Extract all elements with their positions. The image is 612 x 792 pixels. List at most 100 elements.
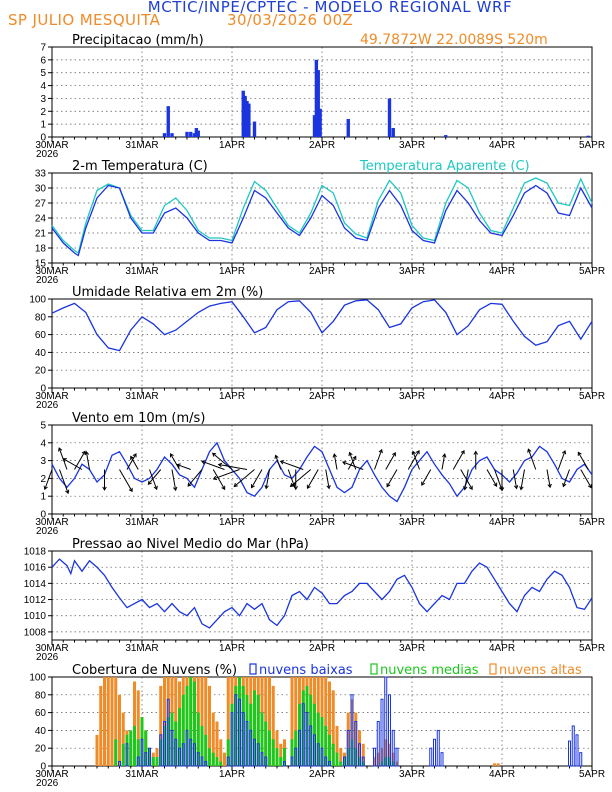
wind-arrow-head xyxy=(513,484,519,490)
wind-arrow xyxy=(148,469,162,485)
cloud-high-bar xyxy=(226,677,230,766)
wind-arrow-head xyxy=(562,482,567,488)
y-tick-label: 40 xyxy=(35,726,47,737)
y-tick-label: 21 xyxy=(35,229,47,240)
wind-arrow xyxy=(577,452,589,470)
cloud-mid-bar xyxy=(264,721,268,766)
wind-arrow-head xyxy=(274,454,279,459)
y-tick-label: 0 xyxy=(40,384,46,395)
cloud-low-bar xyxy=(376,721,380,767)
cloud-mid-bar xyxy=(200,725,204,766)
x-year-label: 2026 xyxy=(36,149,59,160)
y-tick-label: 3 xyxy=(40,94,46,105)
x-tick-label: 31MAR xyxy=(125,517,158,528)
wind-arrow xyxy=(421,469,432,486)
cloud-low-bar xyxy=(181,743,185,767)
cloud-low-bar xyxy=(148,747,151,767)
wind-arrow xyxy=(407,450,420,470)
cloud-low-bar xyxy=(433,738,436,767)
precip-panel: 0 1 2 3 4 5 67 30MAR 31MAR 1APR 2APR 3APR 4APR 5APR 20… xyxy=(35,33,605,160)
cloud-low-bar xyxy=(159,734,163,767)
wind-arrow-head xyxy=(250,484,255,489)
precip-title: Precipitacao (mm/h) xyxy=(72,33,204,48)
cloud-low-bar xyxy=(200,756,204,767)
precip-bar xyxy=(391,128,395,137)
x-tick-label: 31MAR xyxy=(125,391,158,402)
precip-bar xyxy=(241,90,245,137)
wind-arrow xyxy=(557,450,566,470)
wind-arrow xyxy=(486,469,498,487)
wind-arrow-head xyxy=(547,483,552,489)
wind-arrow-head xyxy=(43,485,48,491)
cloud-high-bar xyxy=(380,748,384,766)
x-tick-label: 2APR xyxy=(309,266,335,277)
cloud-mid-bar xyxy=(185,685,189,766)
wind-arrow xyxy=(580,469,592,488)
cloud-mid-bar xyxy=(181,694,185,766)
cloud-legend-label: nuvens medias xyxy=(380,663,479,678)
wind-arrow-head xyxy=(84,450,90,456)
cloud-mid-bar xyxy=(361,761,365,766)
cloud-mid-bar xyxy=(166,717,170,766)
temp-panel: 15 18 21 24 27 30 33 30MAR 31MAR 1APR 2APR 3APR 4APR… xyxy=(35,159,605,286)
cloud-low-bar xyxy=(328,761,331,767)
x-tick-label: 5APR xyxy=(579,266,605,277)
cloud-low-bar xyxy=(313,734,316,767)
cloud-low-bar xyxy=(373,747,376,767)
wind-arrow xyxy=(412,451,420,470)
cloud-high-bar xyxy=(361,743,365,766)
cloud-mid-bar xyxy=(290,739,294,766)
wind-arrow-head xyxy=(326,484,331,490)
cloud-mid-bar xyxy=(388,757,391,766)
cloud-mid-bar xyxy=(343,757,346,766)
cloud-high-bar xyxy=(376,752,380,766)
cloud-low-bar xyxy=(440,752,444,767)
cloud-low-bar xyxy=(185,729,189,767)
cloud-legend-swatch xyxy=(249,663,257,675)
x-tick-label: 30MAR xyxy=(35,266,68,277)
wind-arrow-head xyxy=(468,485,473,491)
wind-arrow-head xyxy=(462,486,468,491)
cloud-mid-bar xyxy=(271,739,275,766)
wind-arrow xyxy=(290,469,312,487)
x-tick-label: 2APR xyxy=(309,391,335,402)
wind-arrow xyxy=(119,469,133,492)
cloud-low-bar xyxy=(241,712,245,767)
wind-arrow xyxy=(212,469,226,490)
cloud-mid-bar xyxy=(234,685,238,766)
pressure-title: Pressao ao Nivel Medio do Mar (hPa) xyxy=(72,537,309,552)
temp-frame xyxy=(51,172,593,264)
cloud-mid-bar xyxy=(241,685,245,766)
wind-arrow-head xyxy=(493,482,498,487)
cloud-low-bar xyxy=(579,752,583,767)
precip-bar xyxy=(387,98,392,137)
cloud-low-bar xyxy=(358,743,361,767)
wind-arrow-head xyxy=(62,458,67,463)
clouds-panel: 0 20 40 60 80 100 30MAR 31MAR 1APR 2APR 3APR 4APR 5A… xyxy=(29,663,605,789)
y-tick-label: 33 xyxy=(35,169,47,180)
cloud-high-bar xyxy=(350,699,354,766)
precip-bar xyxy=(245,101,249,137)
cloud-high-bar xyxy=(208,685,211,766)
wind-arrow-head xyxy=(561,449,567,455)
cloud-high-bar xyxy=(384,739,388,766)
cloud-low-bar xyxy=(391,729,395,767)
wind-arrow xyxy=(126,453,137,470)
cloud-low-bar xyxy=(324,756,328,767)
cloud-mid-bar xyxy=(301,690,305,766)
x-tick-label: 31MAR xyxy=(125,140,158,151)
cloud-low-bar xyxy=(264,756,268,767)
cloud-mid-bar xyxy=(391,761,395,766)
cloud-mid-bar xyxy=(245,694,249,766)
y-tick-label: 2 xyxy=(40,474,46,485)
y-tick-label: 4 xyxy=(40,438,46,449)
wind-arrow xyxy=(233,469,255,487)
cloud-high-bar xyxy=(324,677,328,766)
cloud-low-bar xyxy=(346,729,350,767)
x-tick-label: 31MAR xyxy=(125,769,158,780)
wind-arrow xyxy=(342,461,364,470)
cloud-mid-bar xyxy=(253,690,256,766)
wind-frame xyxy=(51,424,593,515)
wind-arrow-head xyxy=(130,455,135,461)
